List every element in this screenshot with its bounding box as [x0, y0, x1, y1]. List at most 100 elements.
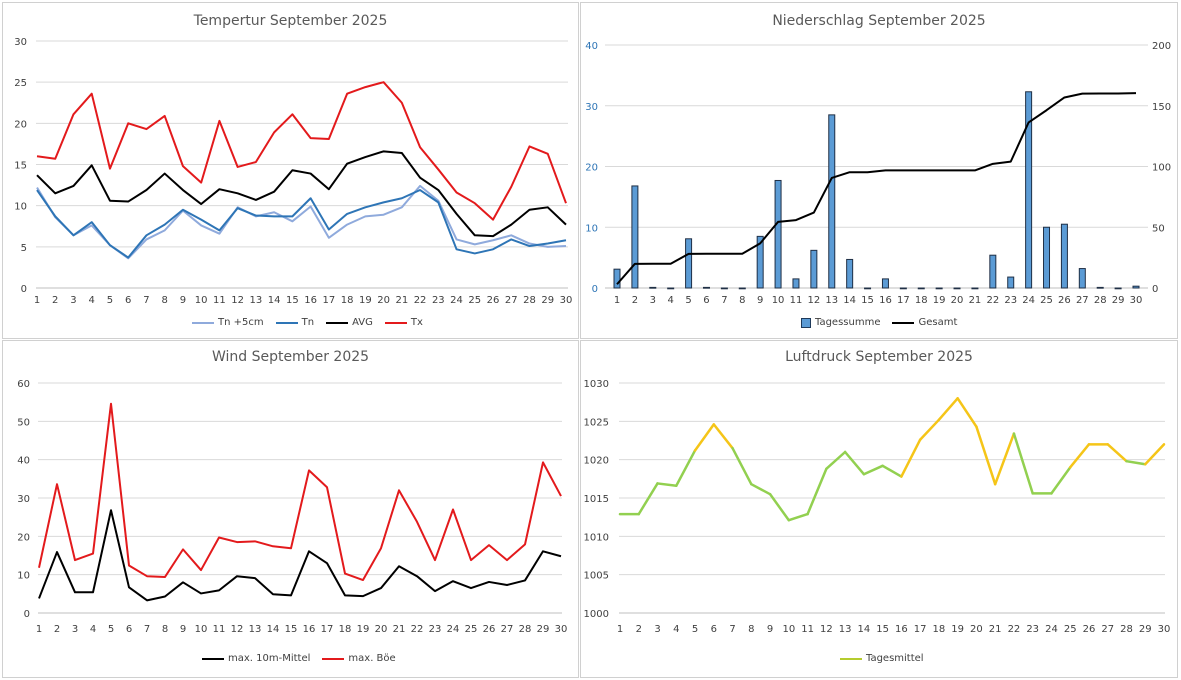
- bar-tagessumme: [1096, 286, 1104, 289]
- bar-tagessumme: [881, 278, 889, 289]
- x-tick-label: 7: [143, 295, 149, 306]
- x-tick-label: 8: [739, 295, 745, 306]
- x-tick-label: 10: [195, 295, 208, 306]
- x-tick-label: 23: [432, 295, 445, 306]
- y-tick-label: 1015: [584, 494, 609, 505]
- x-tick-label: 10: [772, 295, 785, 306]
- x-tick-label: 11: [213, 295, 226, 306]
- x-tick-label: 15: [876, 624, 889, 635]
- line-segment-tagesmittel: [750, 482, 772, 496]
- x-tick-label: 3: [654, 624, 660, 635]
- legend-item-tagesmittel: Tagesmittel: [840, 653, 924, 664]
- x-tick-label: 14: [267, 624, 280, 635]
- y-tick-label: 1030: [584, 379, 609, 390]
- x-tick-label: 16: [895, 624, 908, 635]
- x-tick-label: 13: [249, 624, 262, 635]
- line-segment-tagesmittel: [918, 418, 941, 441]
- x-tick-label: 19: [357, 624, 370, 635]
- x-tick-label: 26: [1083, 624, 1096, 635]
- line-avg: [36, 150, 567, 238]
- x-tick-label: 5: [685, 295, 691, 306]
- precipitation-legend: Tagessumme Gesamt: [801, 317, 957, 328]
- y-tick-label: 20: [17, 532, 30, 543]
- x-tick-label: 1: [614, 295, 620, 306]
- x-tick-label: 6: [711, 624, 717, 635]
- x-tick-label: 10: [195, 624, 208, 635]
- line-segment-tagesmittel: [787, 512, 809, 522]
- x-tick-label: 25: [468, 295, 481, 306]
- x-tick-label: 9: [767, 624, 773, 635]
- x-tick-label: 24: [450, 295, 463, 306]
- x-tick-label: 13: [825, 295, 838, 306]
- x-tick-label: 30: [555, 624, 568, 635]
- wind-chart-title: Wind September 2025: [211, 349, 370, 365]
- bar-tagessumme: [792, 278, 800, 289]
- x-tick-label: 16: [303, 624, 316, 635]
- legend-label: Tn: [301, 317, 315, 328]
- x-tick-label: 3: [72, 624, 78, 635]
- bar-tagessumme: [1007, 276, 1015, 289]
- x-tick-label: 3: [650, 295, 656, 306]
- line-segment-tagesmittel: [768, 492, 791, 522]
- y-tick-label: 1010: [584, 532, 609, 543]
- line-segment-tagesmittel: [900, 438, 922, 478]
- line-segment-tagesmittel: [881, 464, 903, 478]
- x-tick-label: 4: [89, 295, 95, 306]
- bar-tagessumme: [1132, 285, 1140, 289]
- x-tick-label: 7: [729, 624, 735, 635]
- x-tick-label: 5: [107, 295, 113, 306]
- line-segment-tagesmittel: [656, 482, 678, 487]
- bar-tagessumme: [846, 258, 854, 289]
- bar-tagessumme: [1025, 91, 1033, 289]
- x-tick-label: 2: [632, 295, 638, 306]
- x-tick-label: 18: [933, 624, 946, 635]
- legend-item-tagessumme: Tagessumme: [801, 317, 880, 328]
- line-segment-tagesmittel: [1068, 443, 1091, 469]
- y-tick-label: 1005: [584, 571, 609, 582]
- legend-item-tn5cm: Tn +5cm: [192, 317, 264, 328]
- line-segment-tagesmittel: [993, 432, 1016, 486]
- x-tick-label: 27: [1076, 295, 1089, 306]
- y-tick-label: 30: [14, 37, 27, 48]
- legend-label: Tagesmittel: [866, 653, 924, 664]
- x-tick-label: 29: [1139, 624, 1152, 635]
- x-tick-label: 7: [144, 624, 150, 635]
- x-tick-label: 20: [970, 624, 983, 635]
- line-segment-tagesmittel: [637, 482, 659, 516]
- bar-tagessumme: [613, 268, 621, 289]
- bar-tagessumme: [649, 286, 657, 289]
- y2-tick-label: 50: [1152, 223, 1165, 234]
- x-tick-label: 21: [989, 624, 1002, 635]
- bar-tagessumme: [935, 287, 943, 290]
- bar-tagessumme: [685, 238, 693, 289]
- y-tick-label: 20: [14, 119, 27, 130]
- line-segment-tagesmittel: [693, 423, 716, 452]
- x-tick-label: 18: [915, 295, 928, 306]
- x-tick-label: 28: [523, 295, 536, 306]
- x-tick-label: 29: [1112, 295, 1125, 306]
- line-segment-tagesmittel: [675, 449, 697, 487]
- x-tick-label: 17: [321, 624, 334, 635]
- legend-label: max. 10m-Mittel: [228, 653, 311, 664]
- legend-label: Tx: [410, 317, 423, 328]
- wind-legend: max. 10m-Mittel max. Böe: [202, 653, 396, 664]
- x-tick-label: 21: [393, 624, 406, 635]
- bar-tagessumme: [899, 287, 907, 290]
- bar-tagessumme: [631, 185, 639, 289]
- line-segment-tagesmittel: [731, 446, 753, 486]
- x-tick-label: 17: [322, 295, 335, 306]
- legend-item-tx: Tx: [384, 317, 423, 328]
- bar-tagessumme: [1060, 223, 1068, 289]
- x-tick-label: 13: [250, 295, 263, 306]
- legend-label: max. Böe: [348, 653, 396, 664]
- line-tn: [36, 189, 567, 259]
- line-segment-tagesmittel: [937, 397, 959, 422]
- y2-tick-label: 0: [1152, 284, 1158, 295]
- x-tick-label: 26: [1058, 295, 1071, 306]
- line-segment-tagesmittel: [862, 464, 884, 476]
- bar-tagessumme: [917, 287, 925, 290]
- temperature-chart-panel: Tempertur September 2025: [2, 2, 579, 339]
- x-tick-label: 22: [986, 295, 999, 306]
- x-tick-label: 29: [537, 624, 550, 635]
- line-segment-tagesmittel: [1050, 466, 1072, 495]
